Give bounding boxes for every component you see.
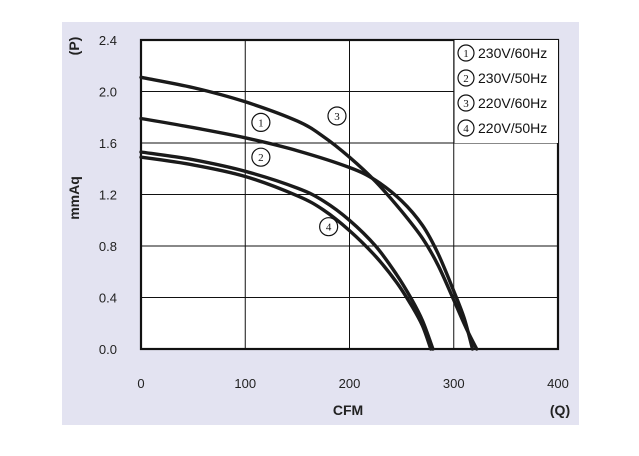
- x-tick-label: 300: [443, 376, 465, 391]
- curve-markers: 1 2 3 4: [251, 106, 347, 237]
- y-tick-label: 2.0: [99, 85, 117, 100]
- curve-marker-4: 4: [319, 217, 339, 237]
- y-tick-label: 2.4: [99, 33, 117, 48]
- legend-marker-number: 1: [463, 48, 469, 60]
- y-tick-labels: 0.0 0.4 0.8 1.2 1.6 2.0 2.4: [99, 33, 117, 357]
- performance-curves: [139, 75, 479, 351]
- legend-label: 230V/60Hz: [478, 45, 547, 61]
- legend-marker-circle: [457, 69, 475, 87]
- marker-number: 3: [334, 111, 340, 123]
- curve-marker-1: 1: [251, 112, 271, 133]
- y-tick-label: 1.2: [99, 188, 117, 203]
- marker-number: 2: [258, 152, 264, 164]
- x-tick-label: 0: [137, 376, 144, 391]
- marker-circle: [251, 112, 271, 133]
- curve-marker-3: 3: [327, 106, 347, 126]
- x-tick-label: 200: [339, 376, 361, 391]
- x-tick-labels: 0 100 200 300 400: [137, 376, 568, 391]
- y-axis-label: mmAq: [66, 176, 82, 220]
- marker-circle: [251, 147, 271, 167]
- legend-marker-circle: [457, 119, 475, 137]
- marker-number: 4: [326, 222, 332, 234]
- legend-marker-circle: [457, 94, 475, 112]
- x-tick-label: 400: [547, 376, 569, 391]
- curve-4: [139, 155, 433, 351]
- y-tick-label: 1.6: [99, 136, 117, 151]
- legend-entry-1: 1 230V/60Hz: [457, 44, 547, 62]
- legend-marker-number: 4: [463, 123, 469, 135]
- curve-1: [139, 116, 475, 351]
- x-tick-label: 100: [234, 376, 256, 391]
- y-tick-label: 0.8: [99, 239, 117, 254]
- curve-3: [139, 75, 479, 351]
- legend-marker-circle: [457, 44, 475, 62]
- curve-2: [139, 150, 435, 351]
- x-axis-label: CFM: [333, 402, 363, 418]
- legend-entry-2: 2 230V/50Hz: [457, 69, 547, 87]
- marker-number: 1: [258, 117, 264, 129]
- marker-circle: [327, 106, 347, 126]
- legend-label: 230V/50Hz: [478, 70, 547, 86]
- y-axis-unit: (P): [66, 37, 82, 56]
- y-tick-label: 0.0: [99, 342, 117, 357]
- legend-entry-4: 4 220V/50Hz: [457, 119, 547, 137]
- y-tick-label: 0.4: [99, 291, 117, 306]
- plot-frame: [139, 38, 560, 351]
- x-axis-unit: (Q): [550, 402, 570, 418]
- legend-label: 220V/50Hz: [478, 120, 547, 136]
- legend-marker-number: 2: [463, 73, 469, 85]
- curve-marker-2: 2: [251, 147, 271, 167]
- legend: 1 230V/60Hz 2 230V/50Hz 3 220V/60Hz 4 220V/50Hz: [453, 40, 558, 143]
- legend-label: 220V/60Hz: [478, 95, 547, 111]
- legend-entry-3: 3 220V/60Hz: [457, 94, 547, 112]
- marker-circle: [319, 217, 339, 237]
- legend-marker-number: 3: [463, 98, 469, 110]
